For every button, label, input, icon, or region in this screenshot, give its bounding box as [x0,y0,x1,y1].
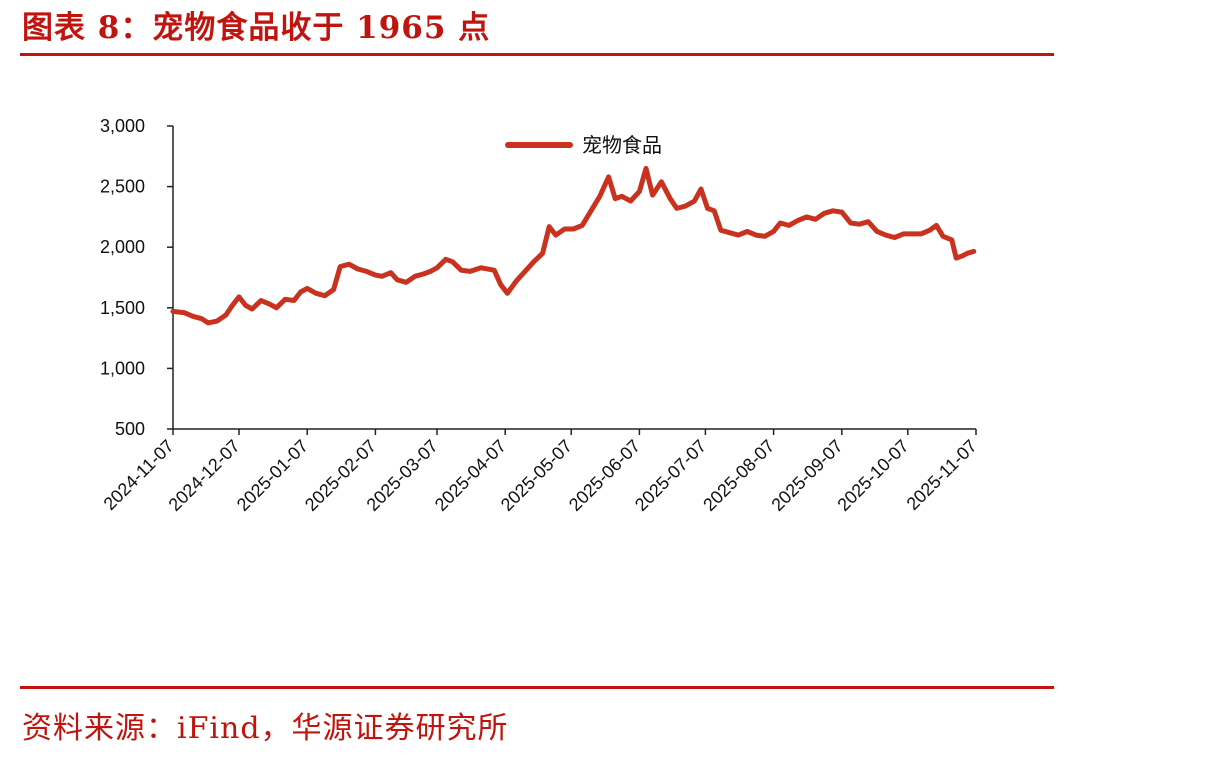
y-tick-label: 1,500 [100,298,145,318]
legend: 宠物食品 [505,133,662,157]
x-tick-label: 2025-07-07 [631,436,710,515]
x-tick-label: 2025-08-07 [699,436,778,515]
y-tick-label: 500 [115,419,145,439]
source-divider [20,686,1054,689]
series-line [170,165,977,326]
x-axis: 2024-11-072024-12-072025-01-072025-02-07… [100,428,981,515]
figure-title: 图表 8：宠物食品收于 1965 点 [22,10,491,46]
y-tick-label: 2,500 [100,177,145,197]
x-tick-label: 2025-10-07 [833,436,912,515]
title-divider [20,53,1054,56]
y-tick-label: 3,000 [100,116,145,136]
series-layer [170,165,977,326]
y-tick-label: 1,000 [100,358,145,378]
legend-label: 宠物食品 [582,133,662,157]
x-tick-label: 2025-11-07 [903,436,981,514]
x-tick-label: 2024-12-07 [165,436,244,515]
source-note: 资料来源：iFind，华源证券研究所 [22,711,509,746]
y-axis: 3,000 2,500 2,000 1,500 1,000 500 [100,116,174,439]
x-tick-label: 2025-05-07 [497,436,576,515]
y-tick-label: 2,000 [100,237,145,257]
line-chart: 3,000 2,500 2,000 1,500 1,000 500 2024-11-072… [100,116,981,515]
x-tick-label: 2025-01-07 [233,436,312,515]
